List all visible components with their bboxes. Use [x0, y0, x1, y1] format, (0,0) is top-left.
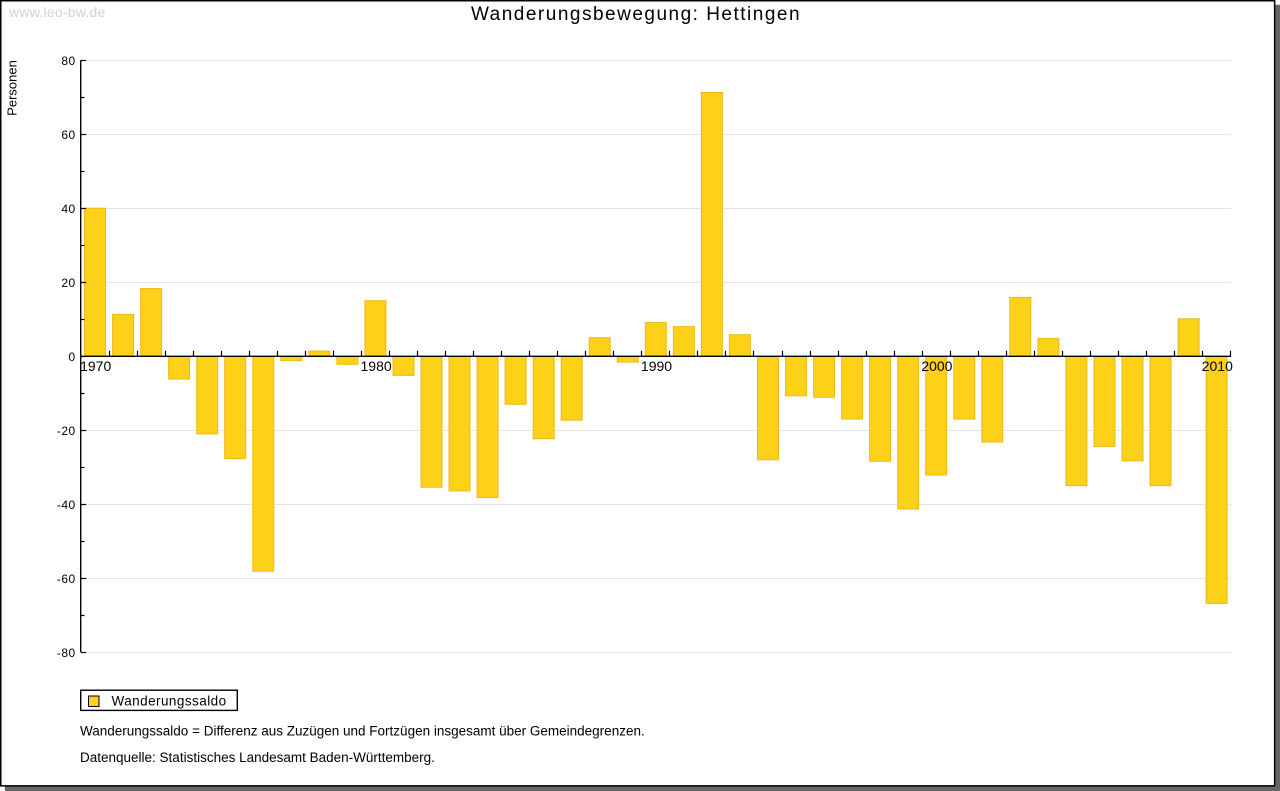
svg-text:1990: 1990 — [641, 358, 672, 374]
svg-text:-60: -60 — [57, 572, 76, 586]
svg-text:www.leo-bw.de: www.leo-bw.de — [8, 4, 106, 20]
svg-text:80: 80 — [61, 54, 75, 68]
svg-text:40: 40 — [61, 202, 75, 216]
svg-text:2010: 2010 — [1202, 358, 1233, 374]
svg-text:0: 0 — [69, 350, 76, 364]
svg-text:20: 20 — [61, 276, 75, 290]
svg-text:Wanderungssaldo = Differenz au: Wanderungssaldo = Differenz aus Zuzügen … — [80, 724, 645, 739]
svg-text:2000: 2000 — [921, 358, 952, 374]
svg-text:-40: -40 — [57, 498, 76, 512]
svg-text:1980: 1980 — [361, 358, 392, 374]
svg-text:Wanderungssaldo: Wanderungssaldo — [112, 693, 227, 708]
svg-text:1970: 1970 — [80, 358, 111, 374]
svg-text:-20: -20 — [57, 424, 76, 438]
svg-text:-80: -80 — [57, 646, 76, 660]
svg-text:Personen: Personen — [5, 60, 20, 116]
svg-text:Wanderungsbewegung: Hettingen: Wanderungsbewegung: Hettingen — [471, 4, 801, 25]
svg-text:Datenquelle: Statistisches Lan: Datenquelle: Statistisches Landesamt Bad… — [80, 750, 435, 765]
svg-text:60: 60 — [61, 128, 75, 142]
